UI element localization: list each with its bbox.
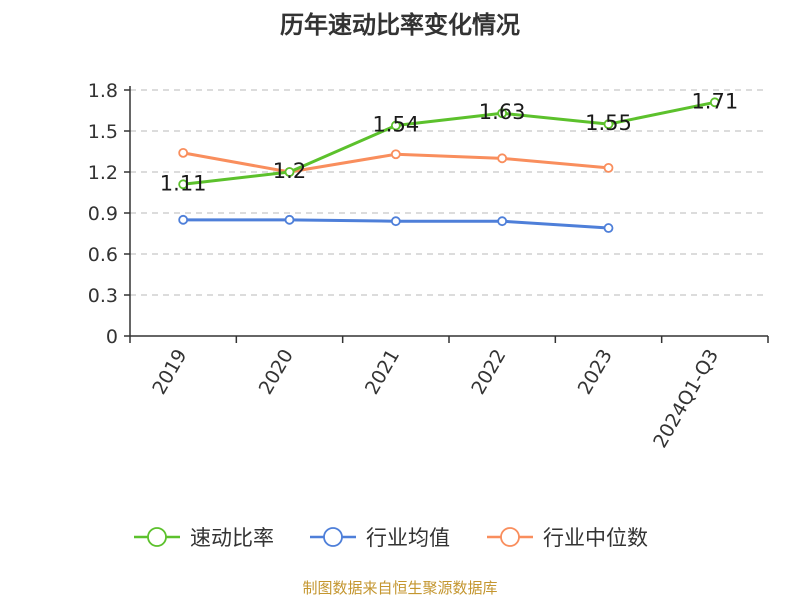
x-tick-label: 2021 [361, 346, 404, 399]
chart-title: 历年速动比率变化情况 [280, 11, 520, 39]
data-point [497, 216, 508, 227]
data-point [603, 162, 614, 173]
grid-lines [130, 89, 768, 296]
series-1 [178, 214, 614, 233]
legend-label: 行业均值 [366, 526, 450, 550]
data-label: 1.11 [160, 171, 207, 195]
series-0: 1.11 1.2 1.54 1.63 1.55 1.71 [160, 89, 738, 195]
y-tick-label: 1.5 [88, 121, 118, 143]
series-line [181, 100, 717, 186]
legend-label: 行业中位数 [543, 526, 648, 550]
x-tick-label: 2022 [467, 345, 510, 398]
data-point [284, 167, 295, 177]
data-label: 1.2 [273, 159, 306, 183]
data-point [390, 120, 401, 131]
data-point [178, 147, 189, 158]
data-point [284, 214, 295, 225]
data-point [709, 97, 720, 108]
y-tick-label: 0 [106, 326, 118, 348]
y-tick-label: 1.2 [88, 162, 118, 184]
legend-marker-icon [323, 527, 343, 547]
legend-item-0: 速动比率 [134, 526, 274, 550]
legend-label: 速动比率 [190, 526, 274, 550]
series-layer: 1.11 1.2 1.54 1.63 1.55 1.71 [160, 89, 738, 233]
legend-marker-icon [147, 527, 167, 547]
data-point [390, 216, 401, 227]
data-point [390, 149, 401, 160]
x-tick-label: 2024Q1-Q3 [649, 346, 723, 452]
data-label: 1.54 [372, 113, 419, 137]
legend: 速动比率 行业均值 行业中位数 [134, 526, 648, 550]
data-point [603, 223, 614, 233]
data-label: 1.63 [479, 100, 526, 124]
data-point [497, 108, 508, 119]
y-tick-label: 0.9 [88, 203, 118, 225]
data-point [603, 119, 614, 130]
data-point [497, 153, 508, 164]
axes: 0 0.3 0.6 0.9 1.2 1.5 1.8 2019 2020 2021 2022 2023 2… [88, 80, 769, 452]
x-tick-label: 2023 [574, 346, 617, 399]
data-point [178, 214, 189, 225]
y-tick-label: 0.3 [88, 285, 118, 307]
y-tick-label: 1.8 [88, 80, 118, 102]
legend-marker-icon [500, 527, 520, 547]
x-tick-label: 2019 [148, 346, 191, 399]
source-footnote: 制图数据来自恒生聚源数据库 [302, 579, 497, 597]
x-tick-label: 2020 [255, 346, 298, 399]
legend-item-1: 行业均值 [310, 526, 450, 550]
data-point [178, 179, 189, 190]
data-label: 1.71 [691, 89, 738, 113]
y-tick-label: 0.6 [88, 244, 118, 266]
data-label: 1.55 [585, 111, 632, 135]
legend-item-2: 行业中位数 [487, 526, 648, 550]
